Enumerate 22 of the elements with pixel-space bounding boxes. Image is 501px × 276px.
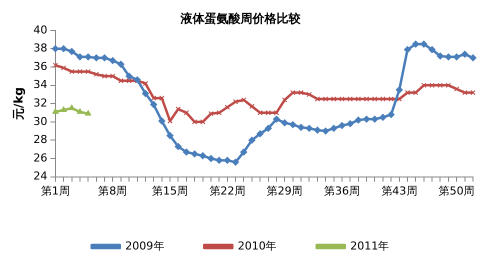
x-tick-label: 第15周 [152, 184, 188, 198]
y-tick-label: 24 [33, 170, 48, 183]
y-tick-label: 34 [33, 78, 48, 92]
x-tick-label: 第29周 [266, 184, 303, 198]
y-tick-label: 40 [33, 23, 48, 36]
y-tick-label: 36 [33, 60, 48, 73]
legend-label: 2009年 [125, 239, 164, 252]
y-tick-label: 30 [33, 114, 48, 128]
legend-label: 2011年 [350, 239, 390, 252]
y-tick-label: 38 [33, 42, 48, 55]
x-tick-label: 第43周 [381, 184, 418, 198]
y-tick-label: 28 [33, 133, 48, 146]
y-axis-title: 元/kg [11, 87, 26, 122]
y-tick-label: 32 [33, 96, 48, 110]
x-tick-label: 第1周 [40, 184, 70, 198]
chart-title: 液体蛋氨酸周价格比较 [180, 11, 302, 26]
x-tick-label: 第8周 [98, 184, 128, 198]
y-tick-label: 26 [33, 151, 48, 164]
legend-label: 2010年 [238, 239, 277, 252]
x-tick-label: 第50周 [438, 184, 475, 198]
x-tick-label: 第36周 [324, 184, 360, 198]
x-tick-label: 第22周 [209, 184, 246, 198]
